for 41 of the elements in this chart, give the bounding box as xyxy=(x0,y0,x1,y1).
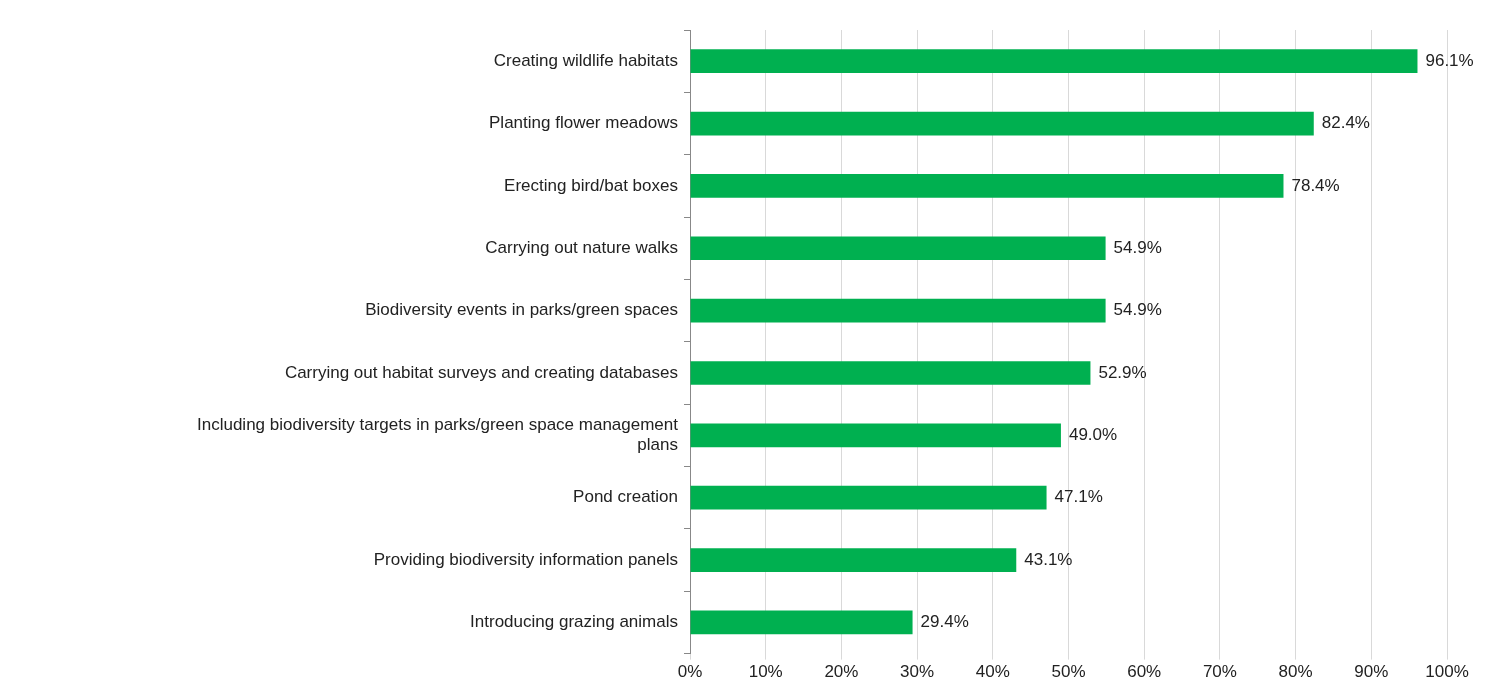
data-label: 52.9% xyxy=(1098,362,1147,382)
data-label: 29.4% xyxy=(920,612,969,632)
y-tick-label: Including biodiversity targets in parks/green space management plans xyxy=(197,414,679,455)
bar xyxy=(690,111,1314,136)
bar xyxy=(690,298,1106,323)
x-tick-label: 40% xyxy=(975,662,1010,682)
x-tick-label: 20% xyxy=(824,662,859,682)
y-tick-label: Carrying out habitat surveys and creating databases xyxy=(284,362,678,382)
data-label: 78.4% xyxy=(1291,175,1340,195)
bar xyxy=(690,174,1284,198)
data-label: 43.1% xyxy=(1024,549,1073,569)
bar xyxy=(690,548,1017,572)
data-label: 49.0% xyxy=(1068,425,1118,445)
y-tick-label: Pond creation xyxy=(573,487,678,507)
x-tick-label: 80% xyxy=(1278,662,1313,682)
y-tick-label: Creating wildlife habitats xyxy=(493,50,678,70)
y-tick-label: Carrying out nature walks xyxy=(485,237,678,257)
x-tick-label: 90% xyxy=(1354,662,1389,682)
data-label: 82.4% xyxy=(1321,113,1370,133)
bar xyxy=(690,236,1106,261)
y-tick-label: Providing biodiversity information panels xyxy=(373,549,678,569)
bar xyxy=(690,361,1091,385)
x-tick-label: 10% xyxy=(748,662,783,682)
data-label: 47.1% xyxy=(1054,487,1103,507)
x-tick-label: 70% xyxy=(1202,662,1237,682)
y-tick-label: Planting flower meadows xyxy=(489,113,678,133)
x-tick-label: 30% xyxy=(900,662,935,682)
y-tick-label: Biodiversity events in parks/green spaces xyxy=(365,300,678,320)
data-label: 96.1% xyxy=(1425,50,1474,70)
x-tick-label: 60% xyxy=(1127,662,1162,682)
bar xyxy=(690,610,913,635)
x-tick-label: 0% xyxy=(677,662,703,682)
x-tick-label: 100% xyxy=(1425,662,1469,682)
bar xyxy=(690,49,1418,74)
bar xyxy=(690,485,1047,510)
y-tick-label: Introducing grazing animals xyxy=(470,612,678,632)
x-tick-label: 50% xyxy=(1051,662,1086,682)
data-label: 54.9% xyxy=(1113,237,1162,257)
y-tick-label: Erecting bird/bat boxes xyxy=(504,175,678,195)
bar xyxy=(690,423,1061,448)
data-label: 54.9% xyxy=(1113,300,1162,320)
